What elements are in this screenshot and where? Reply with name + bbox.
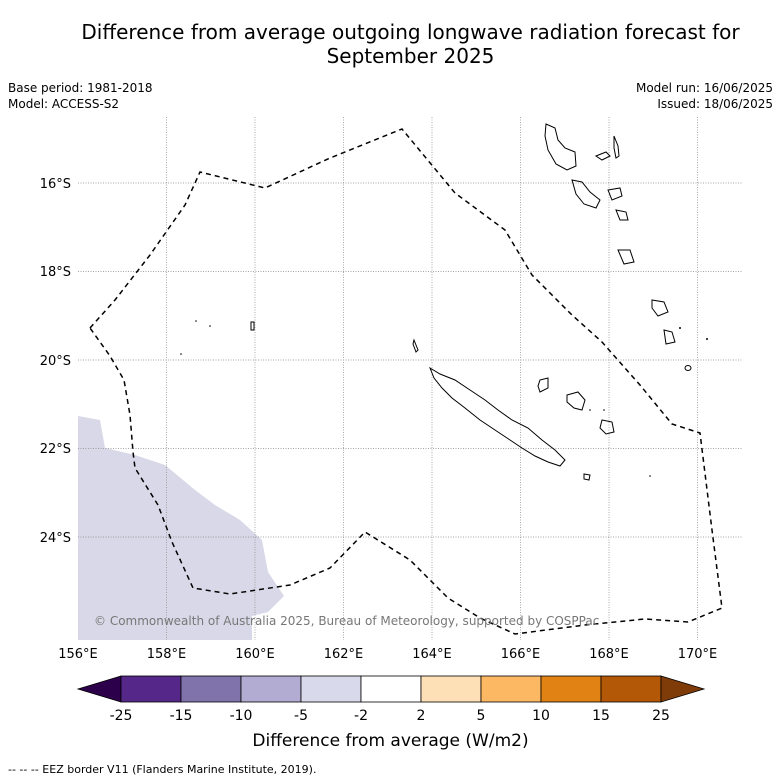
base-period: Base period: 1981-2018 xyxy=(8,81,153,95)
colorbar-extend-low xyxy=(76,675,122,703)
lifou-island xyxy=(566,391,586,411)
lon-tick: 158°E xyxy=(147,647,187,662)
epi-island xyxy=(607,187,623,201)
colorbar-tick: -15 xyxy=(170,708,193,724)
ambae-island xyxy=(594,151,611,161)
model-name: Model: ACCESS-S2 xyxy=(8,97,120,111)
metadata-right: Model run: 16/06/2025 Issued: 18/06/2025 xyxy=(636,80,773,112)
lat-tick: 18°S xyxy=(40,265,71,280)
lat-tick: 20°S xyxy=(40,354,71,369)
lon-tick: 156°E xyxy=(58,647,98,662)
malakula-island xyxy=(571,179,601,209)
isle-of-pines xyxy=(583,473,591,481)
ouvea-island xyxy=(537,377,549,393)
tanna-island xyxy=(651,299,669,317)
lon-tick: 164°E xyxy=(412,647,452,662)
lon-tick: 160°E xyxy=(235,647,275,662)
gridlines xyxy=(78,117,742,640)
eez-legend-footer: -- -- -- EEZ border V11 (Flanders Marine… xyxy=(8,763,317,776)
colorbar-tick: 10 xyxy=(532,708,550,724)
colorbar-extend-high xyxy=(660,675,706,703)
colorbar-tick: -25 xyxy=(110,708,133,724)
model-run: Model run: 16/06/2025 xyxy=(635,81,773,95)
colorbar-tick: -2 xyxy=(354,708,368,724)
colorbar-bin xyxy=(240,675,302,703)
efate-island xyxy=(615,209,629,221)
colorbar-bin xyxy=(420,675,482,703)
colorbar xyxy=(76,675,706,703)
maewo-island xyxy=(613,135,620,159)
small-island-east xyxy=(684,365,692,371)
map-title: Difference from average outgoing longwav… xyxy=(40,20,781,68)
colorbar-tick: 5 xyxy=(477,708,486,724)
colorbar-tick: 2 xyxy=(417,708,426,724)
colorbar-tick: -5 xyxy=(294,708,308,724)
colorbar-bin xyxy=(300,675,362,703)
title-line-2: September 2025 xyxy=(326,44,495,68)
colorbar-tick-labels: -25 -15 -10 -5 -2 2 5 10 15 25 xyxy=(110,708,670,724)
title-line-1: Difference from average outgoing longwav… xyxy=(81,20,740,44)
map-panel: 156°E 158°E 160°E 162°E 164°E 166°E 168°… xyxy=(40,117,742,662)
espiritu-santo-island xyxy=(544,123,577,171)
colorbar-tick: 15 xyxy=(592,708,610,724)
lat-tick-labels: 16°S 18°S 20°S 22°S 24°S xyxy=(40,177,71,546)
reef-islet-west xyxy=(250,321,255,331)
colorbar-tick: -10 xyxy=(230,708,253,724)
issued-date: Issued: 18/06/2025 xyxy=(657,97,773,111)
eez-border xyxy=(89,128,723,635)
lat-tick: 16°S xyxy=(40,177,71,192)
colorbar-bin xyxy=(180,675,242,703)
lon-tick: 170°E xyxy=(678,647,718,662)
new-caledonia-island xyxy=(428,366,566,467)
lon-tick: 168°E xyxy=(589,647,629,662)
lon-tick: 162°E xyxy=(324,647,364,662)
colorbar-bin xyxy=(480,675,542,703)
copyright-notice: © Commonwealth of Australia 2025, Bureau… xyxy=(94,614,600,628)
colorbar-bin xyxy=(600,675,662,703)
colorbar-bin xyxy=(120,675,182,703)
small-islets xyxy=(180,320,708,477)
belep-islands xyxy=(412,338,419,353)
lon-tick-labels: 156°E 158°E 160°E 162°E 164°E 166°E 168°… xyxy=(58,647,717,662)
coastlines xyxy=(250,123,692,481)
aneityum-island xyxy=(663,329,676,345)
colorbar-bin xyxy=(540,675,602,703)
lon-tick: 166°E xyxy=(501,647,541,662)
erromango-island xyxy=(617,249,635,265)
lat-tick: 22°S xyxy=(40,442,71,457)
anomaly-shading xyxy=(78,416,284,640)
mare-island xyxy=(599,419,615,435)
colorbar-label: Difference from average (W/m2) xyxy=(252,731,529,751)
lat-tick: 24°S xyxy=(40,531,71,546)
metadata-left: Base period: 1981-2018 Model: ACCESS-S2 xyxy=(8,80,153,112)
colorbar-bin xyxy=(360,675,422,703)
colorbar-tick: 25 xyxy=(652,708,670,724)
